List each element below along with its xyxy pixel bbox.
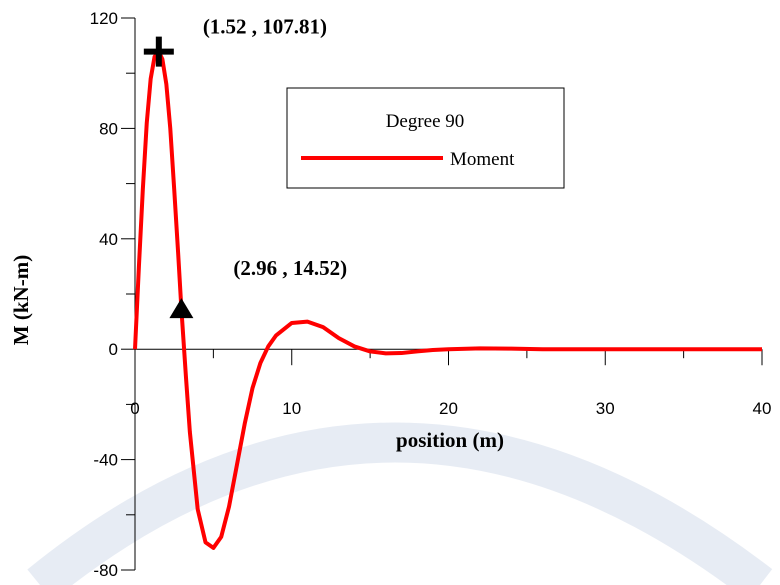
y-tick-label: 120 [90,9,118,28]
x-tick-label: 30 [596,399,615,418]
x-tick-label: 40 [753,399,772,418]
x-axis-title: position (m) [396,428,504,452]
y-tick-label: 80 [99,119,118,138]
y-tick-label: 0 [109,340,118,359]
y-axis-title: M (kN-m) [9,255,33,345]
y-tick-label: -80 [93,561,118,580]
y-tick-label: 40 [99,230,118,249]
marker-plus [143,36,174,67]
annotation: (1.52 , 107.81) [203,15,327,39]
x-tick-label: 20 [439,399,458,418]
series-line [133,49,762,550]
legend-box [286,87,565,189]
marker-triangle [169,298,194,319]
legend-title: Degree 90 [386,111,465,132]
legend-label: Moment [450,149,515,170]
watermark [27,422,773,585]
x-tick-label: 0 [130,399,139,418]
x-tick-label: 10 [282,399,301,418]
annotation: (2.96 , 14.52) [233,256,347,280]
y-tick-label: -40 [93,451,118,470]
